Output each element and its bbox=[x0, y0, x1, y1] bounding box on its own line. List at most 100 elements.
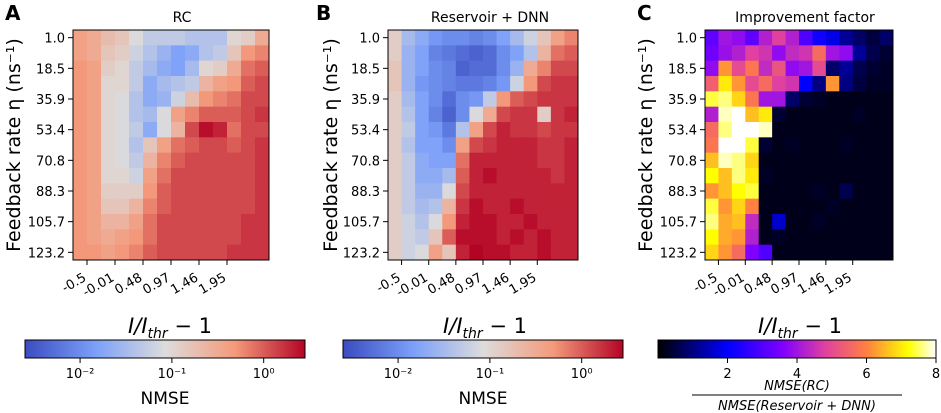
y-tick-label: 53.4 bbox=[351, 124, 380, 139]
heatmap-cell bbox=[255, 198, 270, 215]
heatmap-cell bbox=[758, 45, 773, 62]
heatmap-cell bbox=[705, 244, 719, 261]
heatmap-cell bbox=[523, 91, 538, 108]
heatmap-cell bbox=[442, 229, 457, 246]
heatmap-cell bbox=[227, 183, 242, 200]
heatmap-cell bbox=[401, 45, 416, 62]
heatmap-cell bbox=[731, 137, 746, 154]
heatmap-cell bbox=[537, 137, 552, 154]
heatmap-cell bbox=[772, 198, 786, 215]
heatmap-cell bbox=[731, 229, 746, 246]
heatmap-cell bbox=[255, 183, 270, 200]
heatmap-cell bbox=[213, 76, 228, 92]
heatmap-cell bbox=[171, 60, 186, 77]
heatmap-cell bbox=[213, 168, 228, 184]
heatmap-cell bbox=[537, 45, 552, 62]
heatmap-cell bbox=[199, 122, 214, 138]
heatmap-cell bbox=[496, 76, 511, 92]
heatmap-cell bbox=[143, 214, 158, 230]
heatmap-cell bbox=[825, 183, 840, 200]
heatmap-cell bbox=[388, 214, 402, 230]
heatmap-cell bbox=[564, 45, 579, 62]
heatmap-cell bbox=[852, 214, 867, 230]
heatmap-cell bbox=[523, 198, 538, 215]
heatmap-cell bbox=[157, 76, 172, 92]
heatmap-cell bbox=[825, 137, 840, 154]
heatmap-cell bbox=[879, 91, 894, 108]
heatmap-cell bbox=[772, 76, 786, 92]
heatmap-cell bbox=[255, 229, 270, 246]
heatmap-cell bbox=[799, 244, 813, 261]
heatmap-cell bbox=[879, 168, 894, 184]
heatmap-cell bbox=[185, 214, 200, 230]
heatmap-cell bbox=[523, 214, 538, 230]
heatmap-cell bbox=[799, 152, 813, 169]
heatmap-cell bbox=[199, 214, 214, 230]
heatmap-cell bbox=[772, 183, 786, 200]
heatmap-cell bbox=[537, 76, 552, 92]
heatmap-cell bbox=[496, 214, 511, 230]
heatmap-cell bbox=[428, 60, 443, 77]
heatmap-cell bbox=[213, 152, 228, 169]
panel-b-colorbar-gradient bbox=[342, 339, 624, 359]
heatmap-cell bbox=[705, 229, 719, 246]
heatmap-cell bbox=[564, 76, 579, 92]
panel-b-xlabel: I/Ithr − 1 bbox=[443, 314, 527, 342]
panel-a-label: A bbox=[5, 1, 21, 25]
heatmap-cell bbox=[255, 152, 270, 169]
heatmap-cell bbox=[401, 122, 416, 138]
heatmap-cell bbox=[199, 244, 214, 261]
heatmap-cell bbox=[731, 244, 746, 261]
heatmap-cell bbox=[87, 122, 102, 138]
heatmap-cell bbox=[758, 30, 773, 46]
heatmap-cell bbox=[442, 76, 457, 92]
heatmap-cell bbox=[799, 214, 813, 230]
heatmap-cell bbox=[101, 244, 116, 261]
heatmap-cell bbox=[718, 198, 733, 215]
heatmap-cell bbox=[185, 60, 200, 77]
heatmap-cell bbox=[185, 229, 200, 246]
heatmap-cell bbox=[483, 168, 497, 184]
colorbar-tick-label: 2 bbox=[723, 367, 731, 382]
heatmap-cell bbox=[255, 168, 270, 184]
heatmap-cell bbox=[87, 168, 102, 184]
heatmap-cell bbox=[171, 198, 186, 215]
x-tick-label: 1.95 bbox=[196, 270, 229, 297]
heatmap-cell bbox=[825, 76, 840, 92]
heatmap-cell bbox=[537, 244, 552, 261]
heatmap-cell bbox=[718, 229, 733, 246]
heatmap-cell bbox=[143, 76, 158, 92]
heatmap-cell bbox=[143, 244, 158, 261]
heatmap-cell bbox=[73, 168, 88, 184]
heatmap-cell bbox=[785, 137, 800, 154]
heatmap-cell bbox=[745, 45, 760, 62]
heatmap-cell bbox=[428, 214, 443, 230]
heatmap-cell bbox=[428, 122, 443, 138]
heatmap-cell bbox=[241, 183, 256, 200]
heatmap-cell bbox=[455, 214, 470, 230]
heatmap-cell bbox=[537, 30, 552, 46]
heatmap-cell bbox=[171, 122, 186, 138]
heatmap-cell bbox=[705, 76, 719, 92]
heatmap-cell bbox=[199, 137, 214, 154]
heatmap-cell bbox=[510, 214, 525, 230]
heatmap-cell bbox=[227, 214, 242, 230]
heatmap-cell bbox=[255, 106, 270, 123]
heatmap-cell bbox=[483, 198, 497, 215]
colorbar-tick-label: 8 bbox=[932, 367, 940, 382]
heatmap-cell bbox=[718, 152, 733, 169]
heatmap-cell bbox=[537, 168, 552, 184]
heatmap-cell bbox=[718, 137, 733, 154]
heatmap-cell bbox=[143, 60, 158, 77]
heatmap-cell bbox=[157, 229, 172, 246]
heatmap-cell bbox=[455, 30, 470, 46]
heatmap-cell bbox=[772, 91, 786, 108]
heatmap-cell bbox=[415, 76, 430, 92]
heatmap-cell bbox=[510, 229, 525, 246]
heatmap-cell bbox=[199, 60, 214, 77]
heatmap-cell bbox=[87, 60, 102, 77]
heatmap-cell bbox=[171, 45, 186, 62]
heatmap-cell bbox=[442, 168, 457, 184]
heatmap-cell bbox=[241, 244, 256, 261]
